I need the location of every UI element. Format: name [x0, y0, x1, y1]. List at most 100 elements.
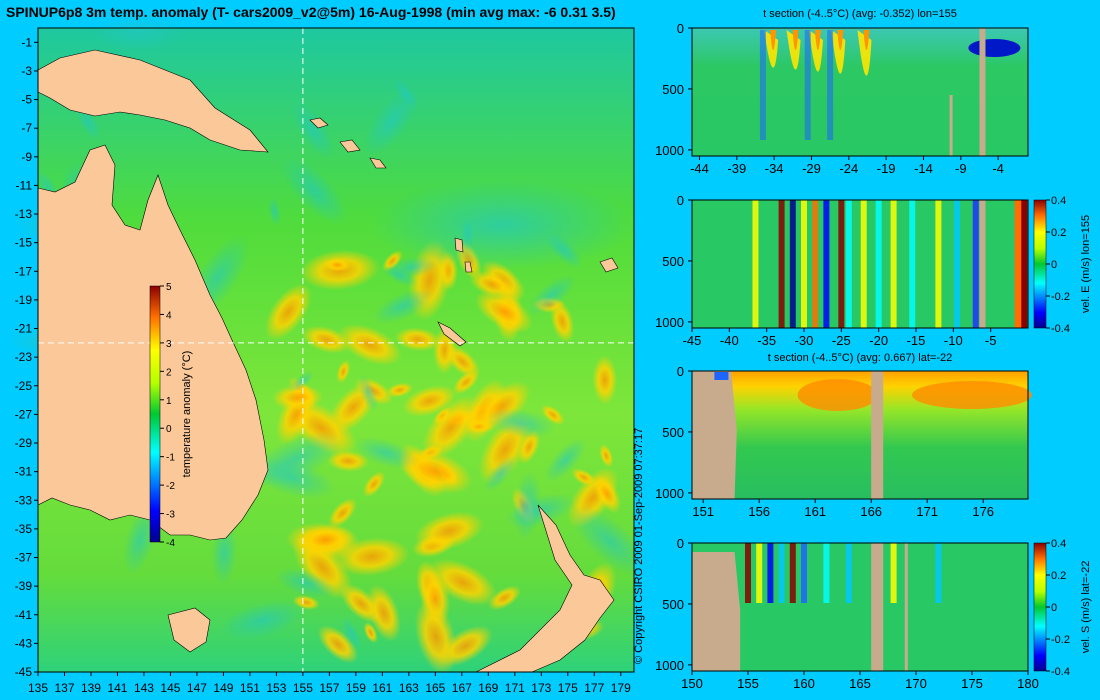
panel-vel-s-y-axis: 0 500 1000	[655, 536, 692, 673]
map-y-tick-label: -19	[15, 293, 33, 307]
panel-x-tick-label: 161	[804, 504, 826, 519]
warm-core	[792, 30, 799, 50]
cool-column	[759, 30, 766, 140]
panel-y-tick-label: 0	[677, 21, 684, 36]
map-colorbar: 5 4 3 2 1 0 -1 -2 -3 -4 temperature anomaly (°C)	[149, 282, 193, 549]
map-y-tick-label: -1	[21, 35, 32, 49]
cool-eddy	[527, 274, 577, 316]
map-title: SPINUP6p8 3m temp. anomaly (T- cars2009_…	[6, 4, 616, 20]
panel-x-tick-label: -24	[839, 161, 858, 176]
map-x-axis: 135 137 139 141 143 145 147 149 151 153 155 157 159 1…	[28, 672, 631, 695]
map-x-tick-label: 175	[558, 681, 578, 695]
panel-x-tick-label: -5	[985, 333, 997, 348]
panel-x-tick-label: -29	[802, 161, 821, 176]
warm-eddy	[272, 384, 324, 411]
panel-t-lon-y-axis: 0 500 1000	[655, 21, 692, 158]
panel-x-tick-label: 166	[860, 504, 882, 519]
warm-eddy	[599, 444, 614, 468]
colorbar-tick-label: -0.4	[1051, 666, 1070, 678]
land-new-zealand	[475, 504, 615, 673]
velocity-band	[801, 543, 807, 603]
panel-y-tick-label: 500	[662, 597, 684, 612]
warm-core	[837, 30, 844, 50]
warm-eddy	[323, 258, 352, 272]
map-y-tick-label: -21	[15, 322, 33, 336]
colorbar-tick-label: -0.2	[1051, 291, 1070, 303]
velocity-band	[778, 200, 785, 328]
map-plot	[7, 13, 650, 675]
warm-layer	[912, 381, 1032, 409]
cool-eddy	[363, 87, 420, 156]
map-y-tick-label: -39	[15, 579, 33, 593]
panel-vel-e-x-axis: -45 -40 -35 -30 -25 -20 -15 -10 -5	[683, 328, 997, 348]
warm-eddy	[264, 283, 312, 341]
panel-vel-e-field	[692, 200, 1028, 328]
cool-eddy	[274, 567, 336, 598]
map-y-tick-label: -27	[15, 407, 33, 421]
cool-eddy	[92, 13, 186, 51]
panel-y-tick-label: 1000	[655, 315, 684, 330]
velocity-band	[745, 543, 751, 603]
map-x-tick-label: 171	[505, 681, 525, 695]
panel-y-tick-label: 500	[662, 82, 684, 97]
map-x-tick-label: 139	[81, 681, 101, 695]
warm-eddy	[327, 450, 369, 472]
velocity-band	[890, 543, 897, 603]
map-x-tick-label: 157	[319, 681, 339, 695]
velocity-band	[935, 200, 942, 328]
panel-vel-s-plot	[691, 542, 1029, 672]
map-colorbar-ramp	[149, 285, 161, 543]
panel-x-tick-label: -14	[914, 161, 933, 176]
map-colorbar-tick-label: -2	[166, 481, 175, 492]
velocity-band	[935, 543, 942, 603]
velocity-band	[823, 543, 830, 603]
warm-eddy	[328, 498, 357, 528]
cool-eddy	[220, 600, 306, 641]
panel-vel-e-frame	[691, 199, 1029, 329]
map-y-tick-label: -23	[15, 350, 33, 364]
warm-eddy	[386, 382, 413, 398]
land-mask	[871, 543, 884, 671]
colorbar-tick-label: 0.4	[1051, 195, 1066, 207]
map-x-tick-label: 177	[584, 681, 604, 695]
panel-t-lat-x-axis: 151 156 161 166 171 176	[692, 499, 994, 519]
warm-eddy	[296, 524, 355, 555]
panel-vel-s-colorbar-label: vel. S (m/s) lat=-22	[1080, 561, 1092, 654]
panel-x-tick-label: 165	[849, 676, 871, 691]
velocity-band	[789, 200, 796, 328]
warm-core	[770, 30, 777, 50]
warm-eddy	[550, 300, 575, 343]
map-x-tick-label: 161	[372, 681, 392, 695]
map-y-tick-label: -35	[15, 522, 33, 536]
map-colorbar-tick-label: 2	[166, 367, 172, 378]
panel-x-tick-label: -45	[683, 333, 702, 348]
map-y-tick-label: -5	[21, 93, 32, 107]
velocity-band	[838, 200, 845, 328]
panel-x-tick-label: -35	[757, 333, 776, 348]
velocity-band	[909, 200, 916, 328]
warm-core	[863, 30, 870, 50]
panel-y-tick-label: 0	[677, 536, 684, 551]
panel-vel-e-y-axis: 0 500 1000	[655, 193, 692, 330]
warm-eddy	[469, 270, 515, 299]
map-y-tick-label: -15	[15, 236, 33, 250]
map-colorbar-tick-label: -4	[166, 538, 175, 549]
colorbar-tick-label: 0.4	[1051, 538, 1066, 550]
warm-eddy	[475, 290, 533, 333]
map-x-tick-label: 137	[54, 681, 74, 695]
map-y-tick-label: -9	[21, 150, 32, 164]
panel-x-tick-label: -34	[765, 161, 784, 176]
cool-eddy	[353, 436, 419, 470]
colorbar-tick-label: -0.4	[1051, 323, 1070, 335]
warm-eddy	[336, 359, 351, 384]
map-y-tick-label: -31	[15, 465, 33, 479]
map-colorbar-label: temperature anomaly (°C)	[181, 351, 193, 478]
panel-x-tick-label: -30	[795, 333, 814, 348]
warm-layer	[797, 379, 878, 411]
map-x-tick-label: 165	[425, 681, 445, 695]
warm-eddy	[422, 395, 480, 460]
land-mask	[692, 552, 741, 671]
panel-t-lon-x-axis: -44 -39 -34 -29 -24 -19 -14 -9 -4	[690, 156, 1004, 176]
map-colorbar-tick-label: 5	[166, 282, 172, 293]
map-frame	[37, 27, 635, 673]
